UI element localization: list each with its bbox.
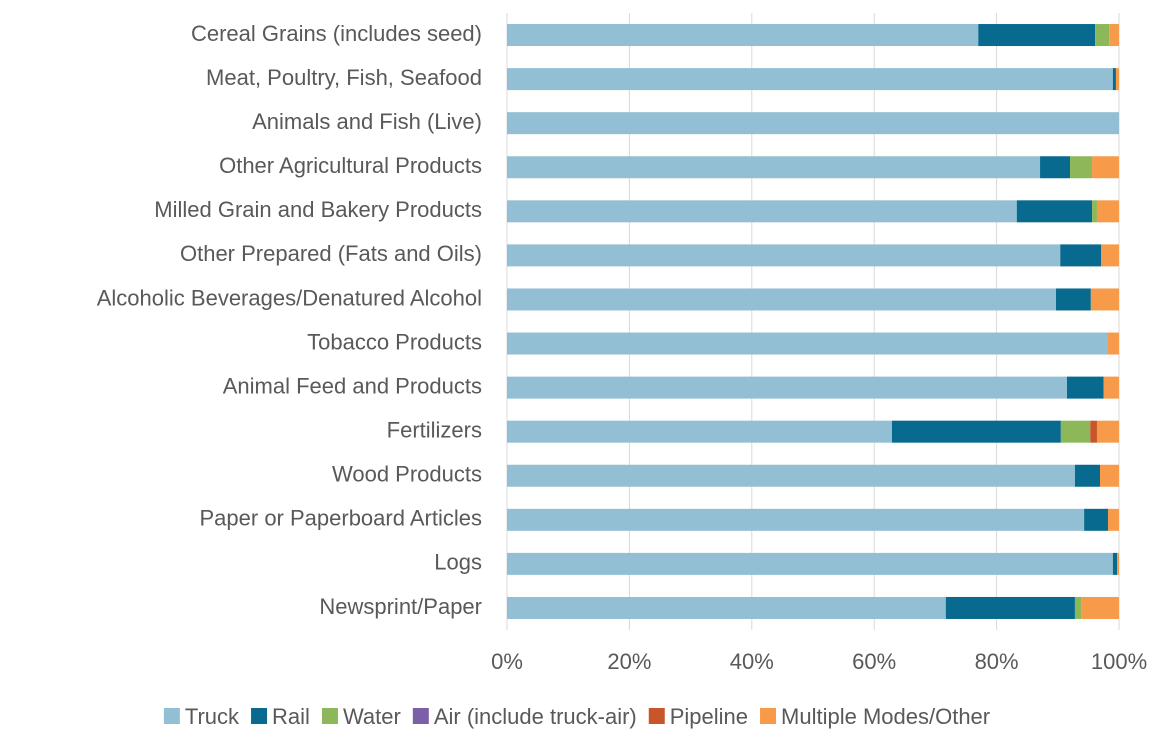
bar-segment	[507, 112, 1119, 135]
x-tick-label: 80%	[975, 649, 1019, 674]
bar-segment	[1070, 156, 1093, 179]
bar-segment	[1095, 24, 1110, 47]
legend-label: Air (include truck-air)	[434, 704, 637, 729]
x-tick-label: 60%	[852, 649, 896, 674]
legend-label: Pipeline	[670, 704, 748, 729]
bar-segment	[1060, 244, 1102, 267]
bar-segment	[1115, 68, 1119, 91]
y-tick-label: Fertilizers	[387, 417, 482, 442]
y-tick-label: Other Prepared (Fats and Oils)	[180, 241, 482, 266]
y-tick-label: Alcoholic Beverages/Denatured Alcohol	[97, 285, 482, 310]
bar-segment	[1090, 420, 1097, 443]
x-tick-label: 0%	[491, 649, 523, 674]
bar-segment	[1101, 244, 1119, 267]
bar-segment	[507, 596, 946, 619]
y-tick-label: Milled Grain and Bakery Products	[154, 197, 482, 222]
x-tick-label: 100%	[1091, 649, 1147, 674]
bar-segment	[1112, 68, 1116, 91]
bar-segment	[1107, 508, 1119, 531]
legend-label: Truck	[185, 704, 240, 729]
bar-segment	[507, 68, 1113, 91]
bar-segment	[1109, 24, 1119, 47]
bar-segment	[1074, 464, 1101, 487]
bar-segment	[507, 464, 1075, 487]
bar-segment	[978, 24, 1096, 47]
legend-swatch	[648, 708, 665, 724]
bar-segment	[1092, 156, 1119, 179]
y-tick-label: Tobacco Products	[307, 329, 482, 354]
y-tick-label: Meat, Poultry, Fish, Seafood	[206, 65, 482, 90]
y-tick-label: Cereal Grains (includes seed)	[191, 21, 482, 46]
bar-segment	[1084, 508, 1108, 531]
legend-swatch	[412, 708, 429, 724]
x-tick-label: 40%	[730, 649, 774, 674]
bar-segment	[1055, 288, 1091, 311]
bar-segment	[507, 244, 1061, 267]
bar-segment	[1090, 288, 1119, 311]
bar-segment	[1103, 376, 1119, 399]
x-tick-label: 20%	[607, 649, 651, 674]
bar-segment	[507, 420, 892, 443]
bar-segment	[507, 508, 1085, 531]
legend-label: Water	[343, 704, 401, 729]
bar-segment	[507, 156, 1041, 179]
y-tick-label: Animals and Fish (Live)	[252, 109, 482, 134]
legend-swatch	[321, 708, 338, 724]
y-tick-label: Logs	[434, 550, 482, 575]
bar-segment	[1066, 376, 1104, 399]
bar-segment	[1081, 596, 1119, 619]
bar-segment	[891, 420, 1061, 443]
bar-segment	[507, 376, 1067, 399]
y-tick-label: Other Agricultural Products	[219, 153, 482, 178]
bar-segment	[507, 288, 1056, 311]
y-tick-label: Wood Products	[332, 462, 482, 487]
y-tick-label: Paper or Paperboard Articles	[200, 506, 483, 531]
bar-segment	[1016, 200, 1093, 223]
bar-segment	[1092, 200, 1097, 223]
bar-segment	[1074, 596, 1082, 619]
legend-swatch	[163, 708, 180, 724]
bar-segment	[507, 24, 979, 47]
legend-swatch	[760, 708, 777, 724]
bar-segment	[507, 552, 1113, 575]
legend-label: Multiple Modes/Other	[781, 704, 990, 729]
bar-segment	[507, 200, 1017, 223]
bar-segment	[1096, 200, 1119, 223]
y-tick-label: Animal Feed and Products	[223, 373, 482, 398]
bar-segment	[1096, 420, 1119, 443]
y-tick-label: Newsprint/Paper	[319, 594, 482, 619]
bar-segment	[1040, 156, 1071, 179]
bar-segment	[1060, 420, 1091, 443]
bar-segment	[945, 596, 1075, 619]
legend-label: Rail	[272, 704, 310, 729]
bar-segment	[1100, 464, 1119, 487]
bar-segment	[507, 332, 1108, 355]
bar-segment	[1112, 552, 1118, 575]
bar-segment	[1117, 552, 1119, 575]
legend-swatch	[251, 708, 268, 724]
bar-segment	[1107, 332, 1119, 355]
